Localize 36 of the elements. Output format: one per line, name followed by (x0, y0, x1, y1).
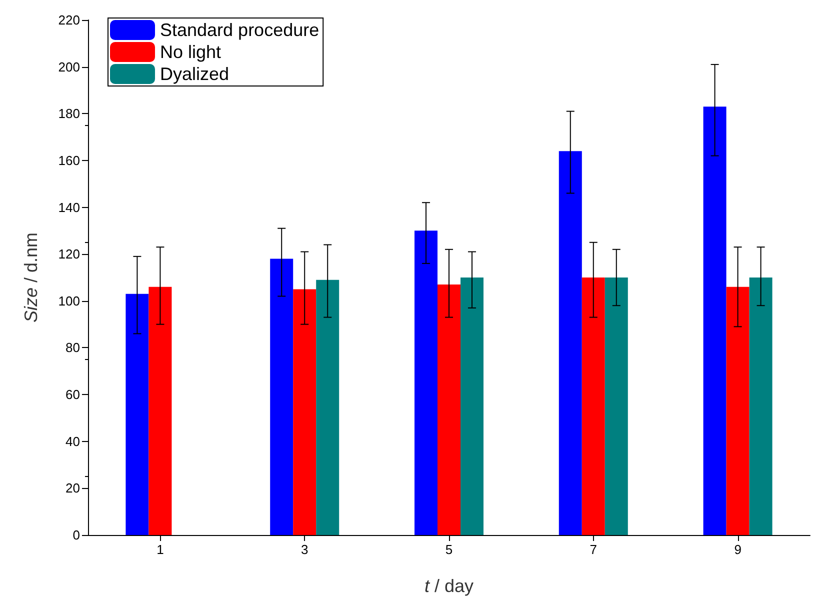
bar (749, 278, 772, 535)
x-tick-label: 9 (734, 542, 742, 557)
x-axis-title: t / day (424, 576, 474, 596)
y-tick-label: 60 (66, 387, 80, 402)
y-tick-label: 140 (58, 200, 80, 215)
bar (582, 278, 605, 535)
bar (270, 258, 294, 535)
y-tick-label: 80 (66, 340, 80, 356)
legend-label: Standard procedure (160, 20, 320, 40)
bar (414, 230, 438, 535)
x-tick-label: 1 (156, 542, 164, 557)
y-tick-label: 20 (66, 480, 80, 496)
bar (726, 286, 750, 535)
y-axis-title: Size / d.nm (21, 232, 41, 323)
y-tick-label: 100 (58, 293, 80, 308)
bar (460, 278, 484, 535)
legend-label: No light (160, 42, 222, 62)
bar (558, 151, 582, 535)
bar (126, 294, 149, 535)
y-tick-label: 200 (58, 59, 80, 74)
bar (316, 280, 340, 535)
x-tick-label: 5 (445, 542, 453, 557)
bar (703, 106, 726, 535)
y-tick-label: 180 (58, 106, 80, 122)
y-tick-label: 40 (66, 434, 80, 449)
x-tick-label: 3 (300, 542, 308, 557)
y-tick-label: 160 (58, 152, 80, 168)
bar (438, 284, 460, 535)
bar (148, 286, 172, 535)
bar (293, 289, 316, 535)
y-tick-label: 220 (58, 12, 80, 28)
y-tick-label: 120 (58, 246, 80, 262)
x-tick-label: 7 (590, 542, 598, 557)
legend-label: Dyalized (160, 64, 230, 84)
bar (604, 278, 628, 535)
y-tick-label: 0 (72, 528, 80, 542)
